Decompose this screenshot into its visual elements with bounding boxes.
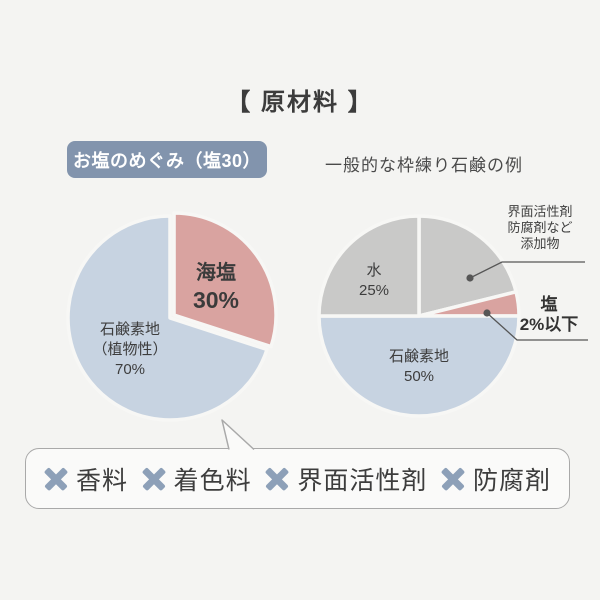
label-soap-base-70: 石鹸素地 （植物性） 70%: [55, 320, 205, 380]
free-item-label: 界面活性剤: [297, 466, 428, 495]
label-soap-base-pct: 70%: [114, 361, 146, 378]
free-of-box: 香料 着色料 界面活性剤 防腐剤: [25, 448, 570, 509]
cross-icon: [142, 467, 166, 491]
label-additives-callout: 界面活性剤 防腐剤など 添加物: [481, 204, 599, 252]
label-additives-line3: 添加物: [520, 236, 560, 251]
label-salt-callout-name: 塩: [540, 295, 558, 314]
pie-left-salt-soap: [66, 211, 278, 422]
label-sea-salt-pct: 30%: [192, 287, 240, 313]
free-item-label: 香料: [76, 466, 129, 495]
label-sea-salt: 海塩 30%: [166, 260, 266, 314]
free-item-fragrance: 香料: [44, 461, 128, 497]
callout-salt-dot: [483, 309, 491, 317]
pie-slice-水: [317, 214, 421, 318]
product-badge: お塩のめぐみ（塩30）: [67, 141, 267, 178]
label-salt-callout-pct: 2%以下: [519, 315, 579, 334]
cross-icon: [265, 467, 289, 491]
pie-slice-海塩: [172, 211, 278, 349]
free-item-colorant: 着色料: [142, 461, 252, 497]
label-soap50-pct: 50%: [403, 368, 435, 385]
label-water-pct: 25%: [358, 282, 390, 299]
callout-additives-leader: [466, 261, 585, 282]
label-additives-line1: 界面活性剤: [507, 204, 573, 219]
cross-icon: [44, 467, 68, 491]
speech-bubble-tail: [221, 419, 255, 451]
label-water-name: 水: [366, 262, 382, 279]
free-item-label: 防腐剤: [472, 466, 551, 495]
pie-slice-石鹸素地: [317, 314, 521, 418]
page-title: 【 原材料 】: [226, 89, 374, 116]
label-water-25: 水 25%: [334, 261, 414, 301]
free-item-preservative: 防腐剤: [441, 461, 551, 497]
pie-right-typical-soap: [317, 214, 521, 418]
callout-salt-leader: [483, 309, 588, 341]
pie-slice-石鹸素地（植物性）: [66, 214, 269, 422]
label-soap50-name: 石鹸素地: [388, 348, 449, 365]
label-sea-salt-name: 海塩: [196, 262, 236, 284]
free-item-surfactant: 界面活性剤: [265, 461, 427, 497]
free-item-label: 着色料: [173, 466, 252, 495]
label-additives-line2: 防腐剤など: [507, 220, 573, 235]
callout-additives-dot: [466, 274, 474, 282]
cross-icon: [441, 467, 465, 491]
label-salt-callout: 塩 2%以下: [498, 295, 600, 335]
comparison-chart-title: 一般的な枠練り石鹸の例: [325, 156, 523, 175]
label-soap-base-50: 石鹸素地 50%: [349, 347, 489, 387]
label-soap-base-line1: 石鹸素地: [99, 321, 160, 338]
pie-slice-界面活性剤 防腐剤など 添加物: [417, 214, 518, 318]
label-soap-base-line2: （植物性）: [92, 341, 168, 358]
